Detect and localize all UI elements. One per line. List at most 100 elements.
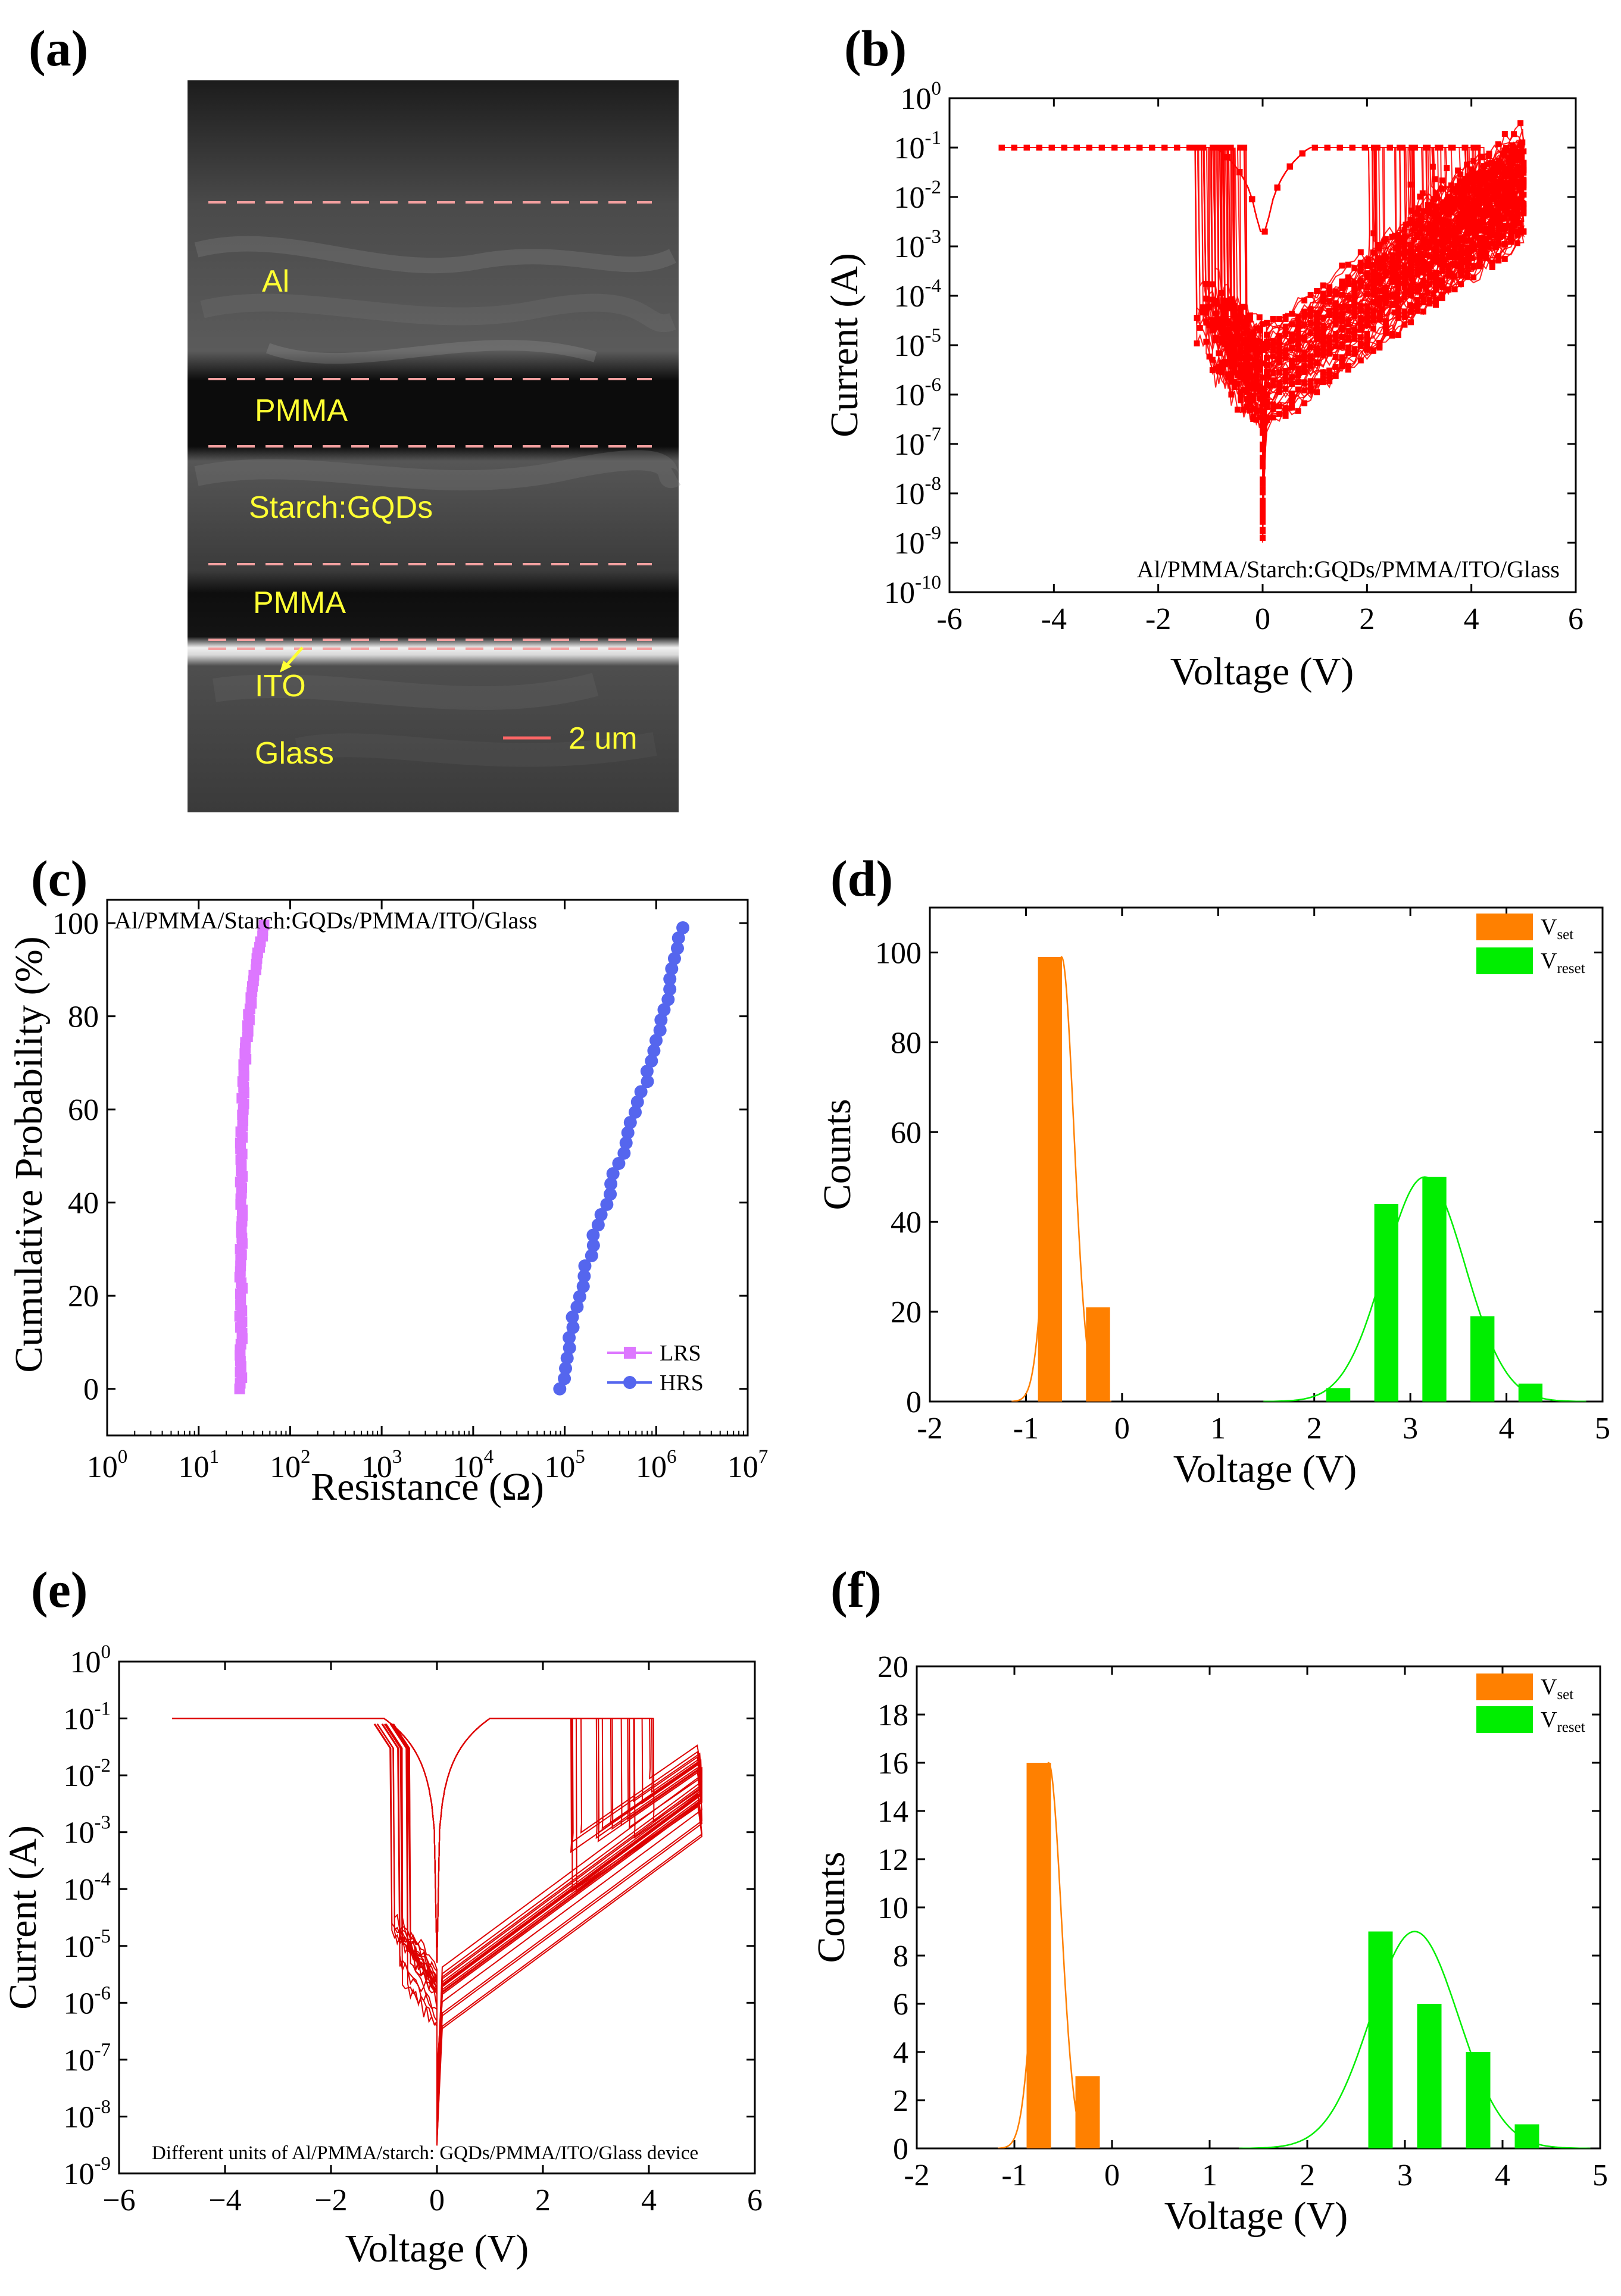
panel-label-d: (d) <box>830 850 893 907</box>
iv-data-point <box>1203 318 1210 325</box>
iv-data-point <box>1339 342 1345 348</box>
iv-data-point <box>1395 232 1401 238</box>
iv-data-point <box>1339 334 1345 340</box>
iv-data-point <box>1489 167 1495 174</box>
iv-data-point <box>1276 345 1283 352</box>
iv-data-point <box>1370 347 1376 354</box>
iv-data-point <box>1364 303 1370 309</box>
iv-data-point <box>1289 390 1295 397</box>
x-tick-label: 5 <box>1595 1412 1610 1446</box>
iv-data-point <box>1136 145 1143 151</box>
gaussian-fit-line <box>1011 956 1112 1402</box>
iv-data-point <box>1448 207 1455 213</box>
iv-data-point <box>1320 352 1326 358</box>
iv-data-point <box>1426 228 1433 234</box>
iv-data-point <box>1419 293 1425 299</box>
iv-data-point <box>1520 228 1527 234</box>
iv-data-point <box>1351 351 1358 357</box>
iv-data-point <box>1458 220 1464 226</box>
legend-lrs-marker <box>624 1347 636 1359</box>
y-tick-label: 12 <box>877 1843 908 1877</box>
iv-data-point <box>1307 312 1314 319</box>
y-tick-label: 100 <box>875 936 922 970</box>
iv-data-point <box>1464 264 1470 270</box>
iv-data-point <box>1282 330 1289 337</box>
iv-data-point <box>1250 342 1257 349</box>
iv-data-point <box>1376 265 1383 272</box>
iv-data-point <box>1520 148 1527 155</box>
iv-data-point <box>1231 365 1238 372</box>
iv-data-point <box>1382 270 1389 276</box>
iv-data-point <box>1256 346 1263 353</box>
iv-data-point <box>1420 308 1427 315</box>
iv-data-point <box>1407 292 1414 299</box>
legend-vset-swatch <box>1476 1673 1533 1700</box>
iv-data-point <box>1345 362 1351 369</box>
iv-data-point <box>1295 339 1301 346</box>
iv-data-point <box>1332 364 1339 370</box>
iv-data-point <box>1489 264 1495 270</box>
iv-data-point <box>1253 337 1260 344</box>
iv-data-point <box>1489 240 1495 247</box>
iv-data-point <box>1228 379 1235 385</box>
iv-data-point <box>1376 317 1383 323</box>
iv-data-point <box>1200 309 1207 315</box>
sem-layer-pmma-top: PMMA <box>255 393 348 428</box>
iv-data-point <box>1231 345 1238 351</box>
iv-data-point <box>1520 182 1527 189</box>
iv-data-point <box>1311 145 1318 151</box>
iv-data-point <box>1418 216 1425 223</box>
hrs-point <box>591 1218 605 1232</box>
iv-data-point <box>1414 288 1420 295</box>
iv-data-point <box>1489 232 1495 239</box>
iv-data-point <box>1458 211 1464 217</box>
chart-e-ylabel: Current (A) <box>1 1825 45 2010</box>
iv-data-point <box>1480 210 1486 217</box>
iv-data-point <box>1519 139 1526 146</box>
iv-data-point <box>1295 408 1301 414</box>
iv-data-point <box>1489 159 1495 166</box>
iv-data-point <box>1425 145 1431 151</box>
sem-texture <box>194 236 681 767</box>
iv-data-point <box>1256 407 1263 414</box>
iv-data-point <box>1439 226 1445 232</box>
iv-data-point <box>1231 362 1238 369</box>
x-tick-label: 5 <box>1592 2159 1608 2192</box>
iv-data-point <box>1417 223 1424 229</box>
iv-data-point <box>1219 369 1225 376</box>
iv-data-point <box>1320 331 1326 338</box>
iv-data-point <box>1345 328 1351 334</box>
iv-data-point <box>1433 283 1439 290</box>
iv-data-point <box>1515 196 1522 203</box>
iv-data-point <box>1345 320 1351 326</box>
iv-data-point <box>1508 228 1515 234</box>
iv-data-point <box>1439 177 1445 184</box>
iv-data-point <box>1260 507 1266 514</box>
hrs-point <box>585 1249 598 1262</box>
hrs-point <box>553 1382 567 1396</box>
iv-data-point <box>1345 304 1351 311</box>
hrs-point <box>578 1259 592 1273</box>
x-tick-label: 2 <box>1359 602 1375 636</box>
iv-data-point <box>1282 347 1289 354</box>
iv-data-point <box>1460 217 1466 223</box>
iv-data-point <box>1512 145 1519 152</box>
iv-data-point <box>1401 308 1408 315</box>
iv-data-point <box>1276 358 1283 365</box>
iv-data-point <box>1468 223 1475 229</box>
chart-f-ylabel: Counts <box>810 1851 853 1963</box>
x-tick-label: 2 <box>535 2184 551 2217</box>
iv-data-point <box>1301 310 1308 317</box>
iv-data-point <box>1414 271 1420 278</box>
iv-data-point <box>1357 277 1364 284</box>
iv-data-point <box>1307 383 1314 389</box>
hrs-point <box>594 1208 608 1222</box>
iv-data-point <box>1326 290 1333 297</box>
iv-data-point <box>1478 234 1484 241</box>
histogram-bar <box>1075 2076 1100 2148</box>
iv-data-point <box>1445 286 1452 293</box>
iv-data-point <box>1475 145 1481 151</box>
iv-data-point <box>1393 296 1400 302</box>
iv-data-point <box>1451 262 1458 268</box>
